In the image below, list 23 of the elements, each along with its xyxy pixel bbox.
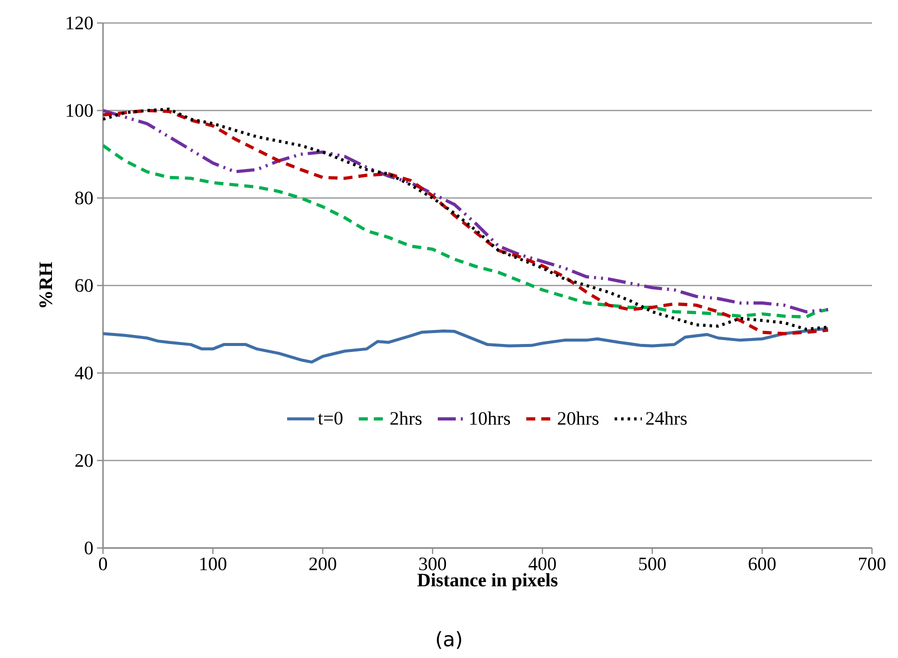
- legend-label: 10hrs: [470, 412, 510, 425]
- y-tick-label: 40: [74, 366, 93, 380]
- x-tick-label: 100: [200, 558, 226, 570]
- legend-label: 20hrs: [558, 412, 598, 425]
- x-axis-title: Distance in pixels: [417, 573, 558, 590]
- x-tick-label: 700: [859, 558, 886, 570]
- y-tick-label: 100: [66, 104, 93, 117]
- x-tick-label: 200: [309, 558, 336, 570]
- x-tick-label: 400: [528, 558, 556, 570]
- y-tick-label: 80: [75, 192, 93, 204]
- legend-label: 2hrs: [390, 412, 422, 425]
- text: (a): [436, 631, 462, 649]
- y-tick-label: 20: [75, 454, 93, 467]
- x-tick-label: 500: [639, 558, 666, 570]
- legend-label: t=0: [318, 412, 342, 425]
- y-tick-label: 60: [75, 279, 93, 292]
- legend-label: 24hrs: [646, 412, 687, 425]
- y-tick-label: 120: [66, 16, 93, 30]
- y-tick-label: 0: [84, 542, 93, 554]
- x-tick-label: 600: [748, 558, 776, 570]
- x-tick-label: 300: [419, 558, 446, 570]
- y-axis-title: %RH: [39, 262, 52, 308]
- x-tick-label: 0: [98, 558, 107, 570]
